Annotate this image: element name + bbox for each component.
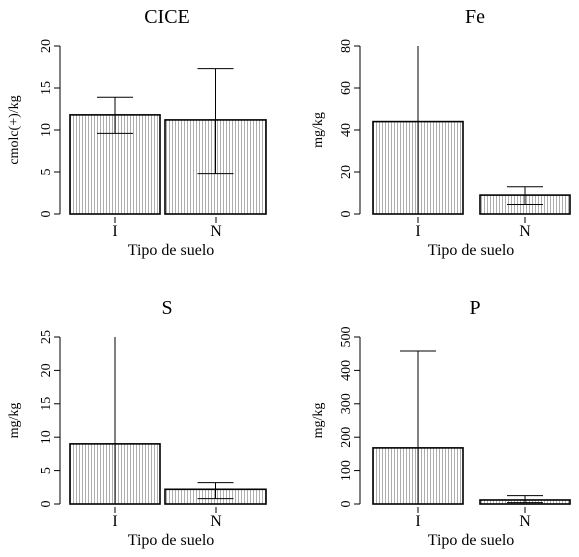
y-tick-label: 25 [39,330,54,344]
y-axis-label: cmolc(+)/kg [7,95,22,164]
y-tick-label: 15 [39,81,54,95]
y-tick-label: 10 [39,123,54,137]
x-tick-label: I [112,513,117,530]
chart-title: S [161,297,172,319]
x-tick-label: I [415,513,420,530]
x-tick-label: I [415,223,420,240]
x-tick-label: I [112,223,117,240]
y-tick-label: 500 [339,327,354,348]
y-tick-label: 0 [339,211,354,218]
y-tick-label: 10 [39,430,54,444]
x-tick-label: N [210,513,222,530]
y-tick-label: 15 [39,397,54,411]
y-tick-label: 20 [39,363,54,377]
y-tick-label: 0 [39,501,54,508]
y-tick-label: 20 [39,39,54,53]
y-tick-label: 80 [339,39,354,53]
y-axis-label: mg/kg [311,403,326,439]
chart-title: P [469,297,480,319]
y-tick-label: 60 [339,81,354,95]
y-tick-label: 100 [339,460,354,481]
x-axis-label: Tipo de suelo [428,242,515,259]
x-axis-label: Tipo de suelo [428,532,515,549]
y-tick-label: 20 [339,165,354,179]
chart-panel-1: CICE 0 5 10 15 20 cmolc(+)/kg I N Tipo de suelo [7,6,267,259]
x-tick-label: N [210,223,222,240]
chart-panel-3: S 0 5 10 15 20 25 mg/kg I N Tipo de suelo [7,297,267,549]
x-axis-label: Tipo de suelo [128,242,215,259]
y-tick-label: 5 [39,467,54,474]
y-tick-label: 5 [39,169,54,176]
x-tick-label: N [519,223,531,240]
y-axis-label: mg/kg [311,112,326,148]
y-tick-label: 200 [339,427,354,448]
y-tick-label: 40 [339,123,354,137]
chart-title: Fe [465,6,485,28]
y-axis-label: mg/kg [7,403,22,439]
y-tick-label: 400 [339,360,354,381]
x-tick-label: N [519,513,531,530]
y-tick-label: 0 [339,501,354,508]
y-tick-label: 300 [339,393,354,414]
chart-title: CICE [144,6,190,28]
y-tick-label: 0 [39,211,54,218]
x-axis-label: Tipo de suelo [128,532,215,549]
